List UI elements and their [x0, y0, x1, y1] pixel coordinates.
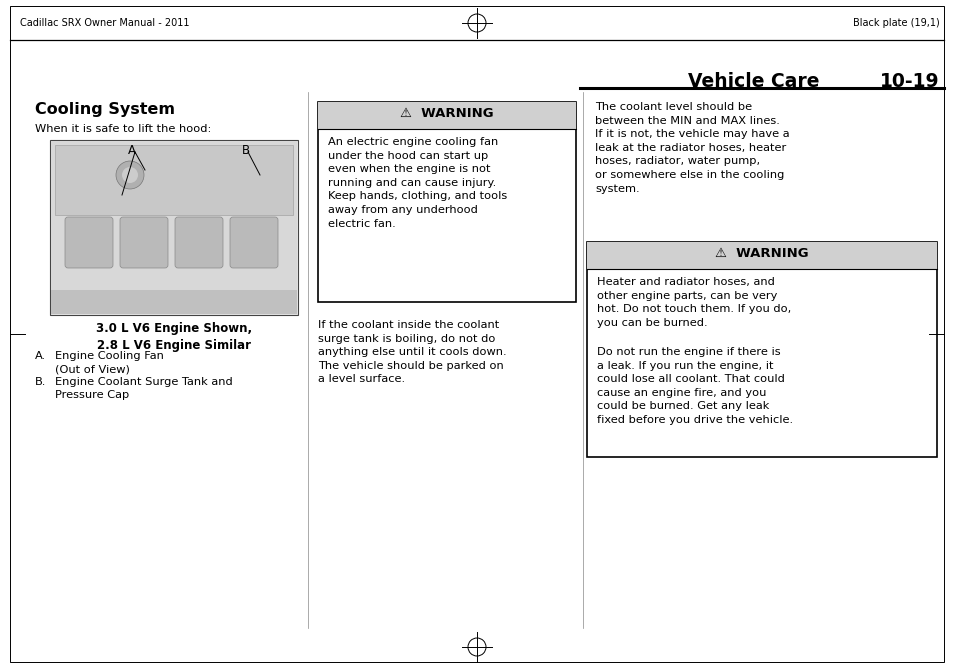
Text: Engine Coolant Surge Tank and
Pressure Cap: Engine Coolant Surge Tank and Pressure C… [55, 377, 233, 400]
Text: 3.0 L V6 Engine Shown,
2.8 L V6 Engine Similar: 3.0 L V6 Engine Shown, 2.8 L V6 Engine S… [96, 322, 252, 352]
Text: Engine Cooling Fan
(Out of View): Engine Cooling Fan (Out of View) [55, 351, 164, 374]
FancyBboxPatch shape [120, 217, 168, 268]
Bar [51, 290, 296, 314]
Text: A: A [128, 144, 136, 157]
Bar [55, 145, 293, 215]
FancyBboxPatch shape [65, 217, 112, 268]
Text: If the coolant inside the coolant
surge tank is boiling, do not do
anything else: If the coolant inside the coolant surge … [317, 320, 506, 384]
Text: Black plate (19,1): Black plate (19,1) [852, 18, 939, 28]
Text: B: B [242, 144, 250, 157]
Text: Heater and radiator hoses, and
other engine parts, can be very
hot. Do not touch: Heater and radiator hoses, and other eng… [597, 277, 790, 328]
Text: Do not run the engine if there is
a leak. If you run the engine, it
could lose a: Do not run the engine if there is a leak… [597, 347, 792, 425]
FancyBboxPatch shape [230, 217, 277, 268]
Text: ⚠  WARNING: ⚠ WARNING [399, 107, 494, 120]
Text: An electric engine cooling fan
under the hood can start up
even when the engine : An electric engine cooling fan under the… [328, 137, 507, 228]
Bar [317, 102, 576, 129]
Circle shape [116, 161, 144, 189]
Text: Cadillac SRX Owner Manual - 2011: Cadillac SRX Owner Manual - 2011 [20, 18, 190, 28]
Text: Cooling System: Cooling System [35, 102, 174, 117]
Bar [586, 242, 936, 457]
Bar [50, 140, 297, 315]
FancyBboxPatch shape [174, 217, 223, 268]
Bar [586, 242, 936, 269]
Text: When it is safe to lift the hood:: When it is safe to lift the hood: [35, 124, 212, 134]
Text: B.: B. [35, 377, 47, 387]
Circle shape [122, 167, 138, 183]
Text: Vehicle Care: Vehicle Care [688, 72, 820, 91]
Text: A.: A. [35, 351, 46, 361]
Bar [51, 141, 296, 314]
Text: 10-19: 10-19 [880, 72, 939, 91]
Text: ⚠  WARNING: ⚠ WARNING [715, 247, 808, 260]
Bar [317, 102, 576, 302]
Text: The coolant level should be
between the MIN and MAX lines.
If it is not, the veh: The coolant level should be between the … [595, 102, 789, 194]
